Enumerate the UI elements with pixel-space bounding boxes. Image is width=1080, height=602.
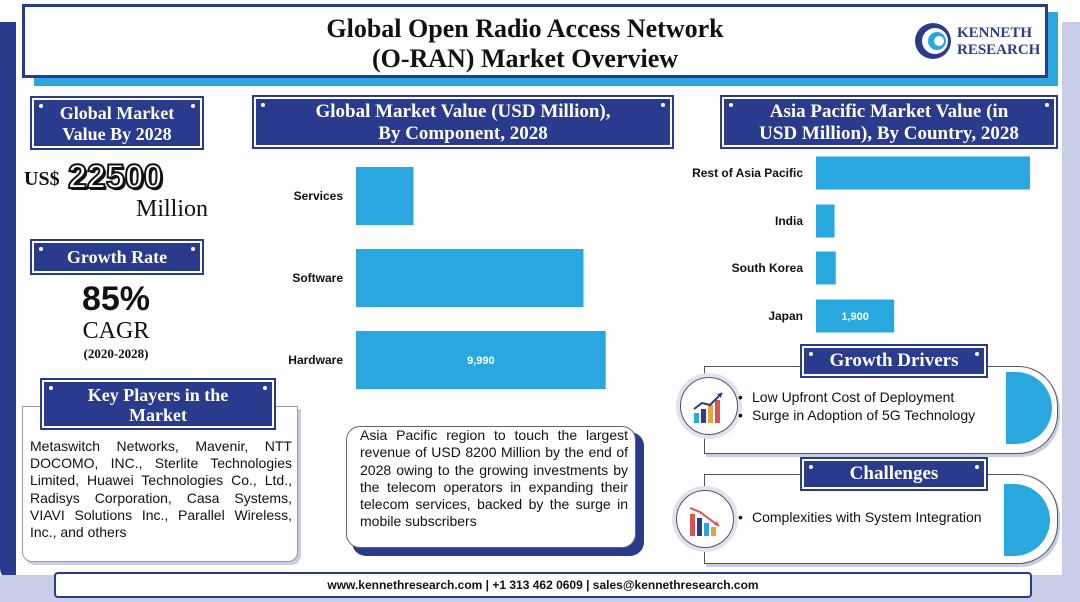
logo-text: KENNETH RESEARCH (957, 25, 1040, 59)
growth-driver-item: Low Upfront Cost of Deployment (736, 389, 998, 407)
currency-label: US$ (24, 168, 60, 190)
challenge-item: Complexities with System Integration (736, 509, 998, 527)
component-heading-line-2: By Component, 2028 (378, 123, 548, 144)
frame-right-border (1062, 22, 1080, 582)
title-line-2: (O-RAN) Market Overview (371, 44, 679, 73)
title-line-1: Global Open Radio Access Network (326, 14, 724, 43)
growth-drivers-list: Low Upfront Cost of Deployment Surge in … (736, 389, 998, 424)
logo-icon (915, 23, 951, 59)
market-value-heading: Global Market Value By 2028 (30, 96, 204, 150)
market-value-heading-line-1: Global Market (59, 103, 175, 123)
market-value-unit: Million (136, 196, 209, 222)
cagr-label: CAGR (82, 318, 150, 344)
cagr-period: (2020-2028) (83, 346, 149, 361)
challenges-heading: Challenges (800, 457, 988, 491)
asia-callout-box (346, 426, 636, 548)
component-chart-heading: Global Market Value (USD Million), By Co… (252, 95, 674, 149)
growth-rate-heading: Growth Rate (30, 239, 204, 275)
challenges-list: Complexities with System Integration (736, 509, 998, 527)
page-title: Global Open Radio Access Network (O-RAN)… (25, 14, 1025, 74)
growth-drivers-heading: Growth Drivers (800, 344, 988, 378)
asia-heading-line-2: USD Million), By Country, 2028 (759, 123, 1019, 144)
frame-left-border (0, 22, 16, 582)
asia-callout-text: Asia Pacific region to touch the largest… (360, 427, 628, 530)
footer-contact: www.kennethresearch.com | +1 313 462 060… (54, 572, 1032, 598)
asia-chart-heading: Asia Pacific Market Value (in USD Millio… (720, 95, 1058, 149)
kenneth-research-logo: KENNETH RESEARCH (913, 21, 1043, 65)
key-players-heading-line-1: Key Players in the (87, 385, 229, 405)
key-players-heading-line-2: Market (129, 405, 187, 425)
decline-chart-icon (676, 490, 734, 548)
market-value-shadow: 22500 (70, 160, 165, 198)
asia-heading-line-1: Asia Pacific Market Value (in (769, 101, 1009, 122)
key-players-heading: Key Players in the Market (40, 378, 276, 430)
cagr-value: 85% (81, 280, 151, 318)
market-value-heading-line-2: Value By 2028 (62, 124, 172, 144)
key-players-text: Metaswitch Networks, Mavenir, NTT DOCOMO… (30, 438, 292, 541)
market-value-number: 22500 (67, 157, 164, 197)
logo-text-line-2: RESEARCH (957, 42, 1041, 58)
logo-text-line-1: KENNETH (957, 25, 1033, 41)
header: Global Open Radio Access Network (O-RAN)… (22, 4, 1048, 78)
component-heading-line-1: Global Market Value (USD Million), (315, 101, 611, 122)
growth-chart-icon (680, 377, 738, 435)
growth-driver-item: Surge in Adoption of 5G Technology (736, 407, 998, 425)
